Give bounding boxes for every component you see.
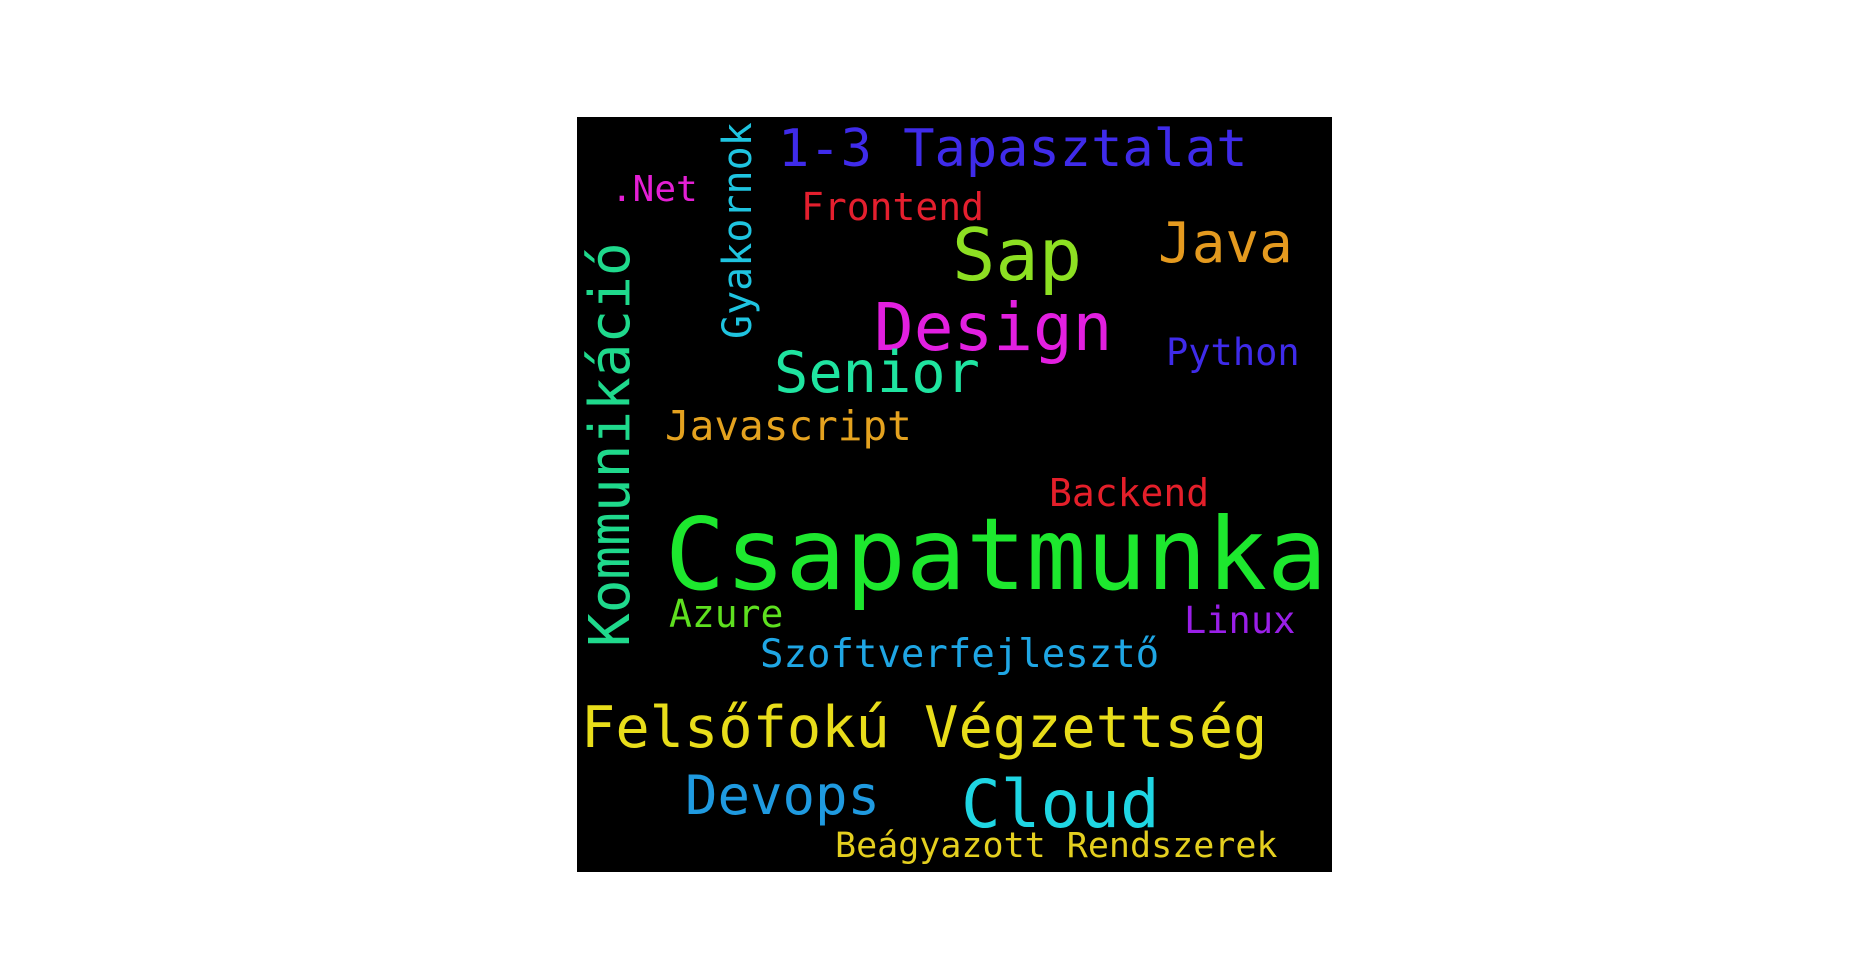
word-python: Python: [1166, 331, 1300, 374]
word-javascript: Javascript: [665, 402, 912, 450]
word-felsofoku-vegzettseg: Felsőfokú Végzettség: [581, 695, 1268, 761]
word-java: Java: [1158, 211, 1293, 276]
word-backend: Backend: [1049, 471, 1210, 515]
word-frontend: Frontend: [801, 185, 985, 229]
word-szoftverfejleszto: Szoftverfejlesztő: [760, 632, 1160, 677]
word-1-3-tapasztalat: 1-3 Tapasztalat: [778, 119, 1248, 179]
word-linux: Linux: [1184, 599, 1296, 642]
word-kommunikacio: Kommunikáció: [578, 242, 643, 647]
word-azure: Azure: [669, 592, 784, 636]
word-csapatmunka: Csapatmunka: [665, 496, 1328, 613]
word-devops: Devops: [685, 764, 881, 827]
word-net: .Net: [611, 169, 698, 210]
word-cloud: Cloud: [961, 766, 1160, 843]
word-gyakornok: Gyakornok: [715, 122, 761, 339]
word-cloud-canvas: Csapatmunka Felsőfokú Végzettség Kommuni…: [577, 117, 1332, 872]
word-beagyazott-rendszerek: Beágyazott Rendszerek: [835, 826, 1278, 866]
word-senior: Senior: [774, 340, 980, 406]
word-sap: Sap: [952, 213, 1083, 297]
word-design: Design: [874, 289, 1113, 366]
